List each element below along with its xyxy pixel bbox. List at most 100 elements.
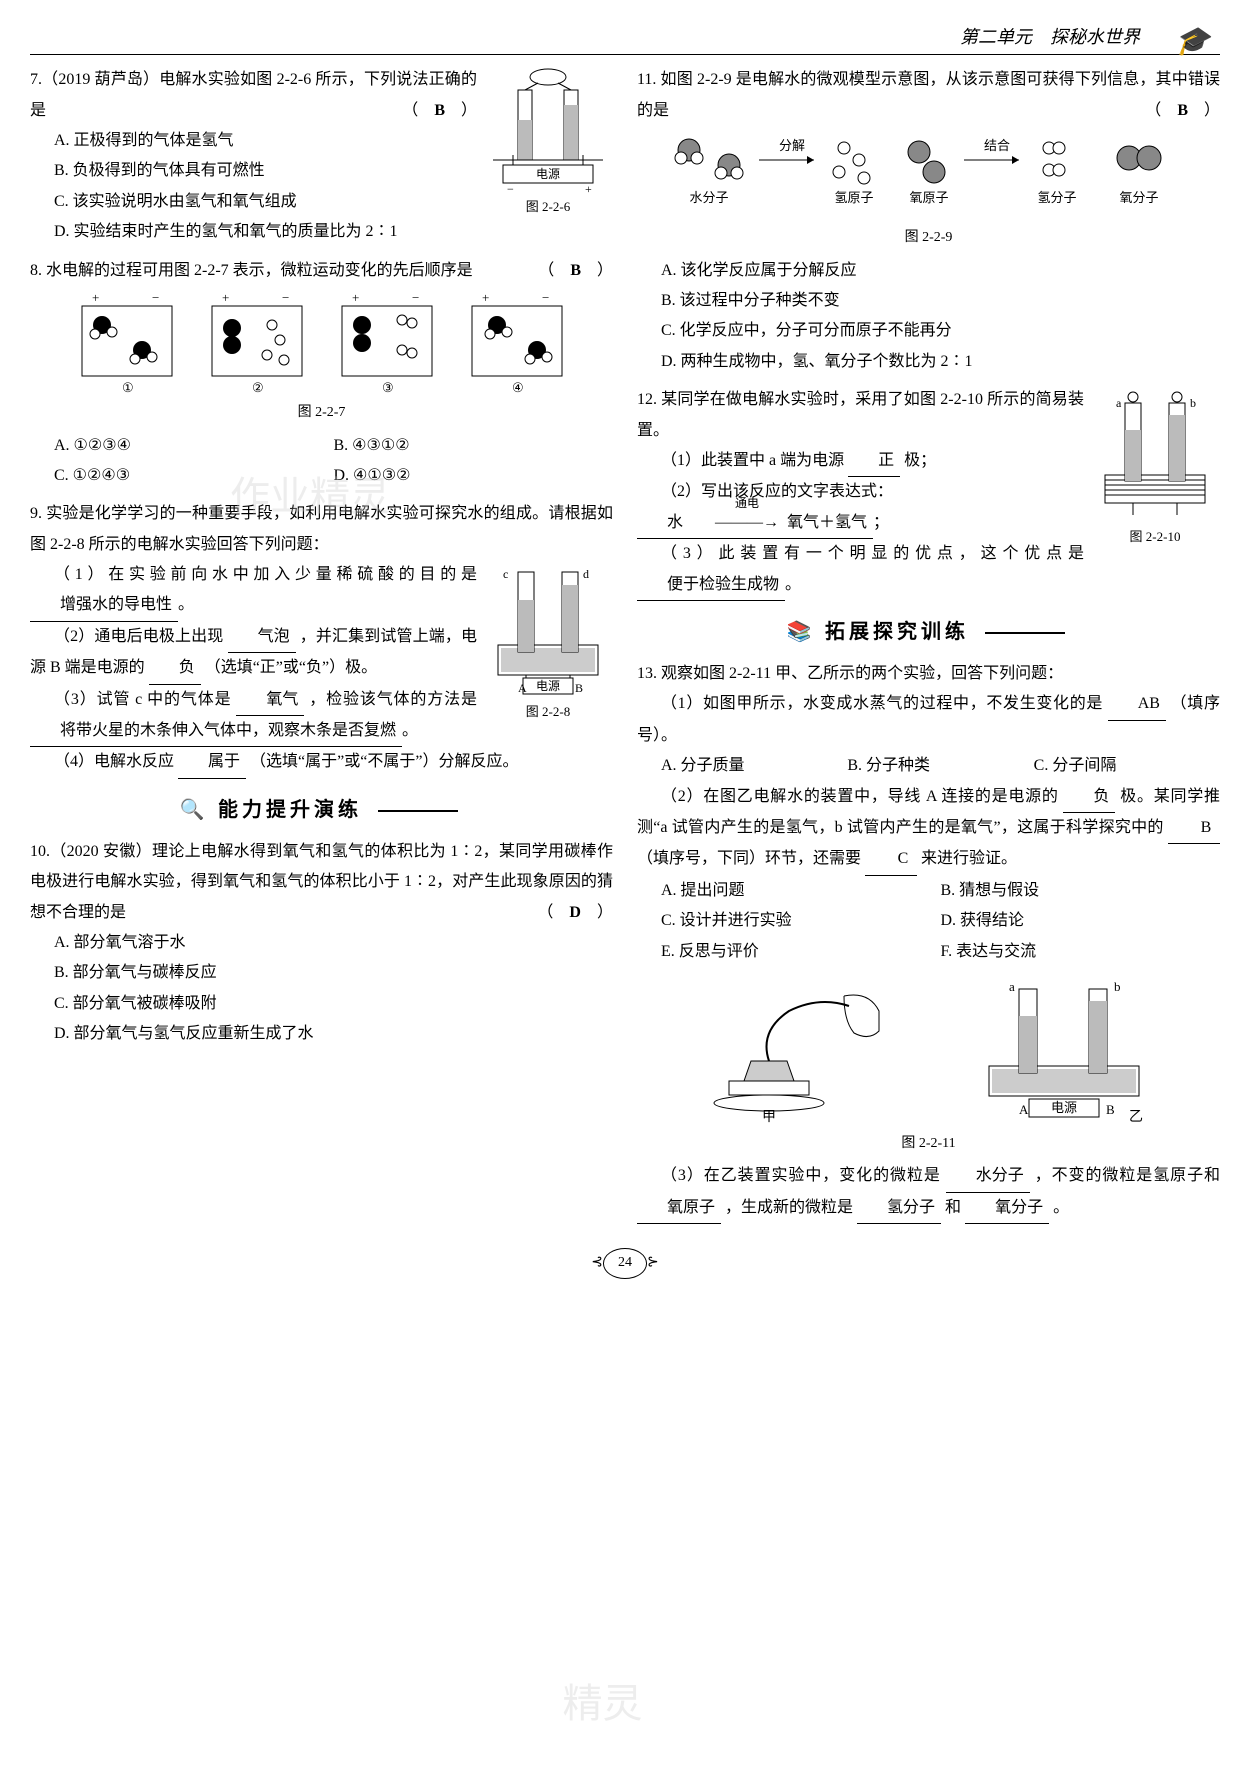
svg-text:A: A [518,681,527,695]
svg-text:氧分子: 氧分子 [1119,190,1158,205]
q10-options: A. 部分氧气溶于水 B. 部分氧气与碳棒反应 C. 部分氧气被碳棒吸附 D. … [30,928,613,1050]
q13-p1-ans: AB [1108,689,1166,720]
q9-p4b: （选填“属于”或“不属于”）分解反应。 [250,753,518,770]
figure-caption: 图 2-2-10 [1090,525,1220,550]
magnifier-icon: 🔍 [179,799,208,821]
svg-text:−: − [282,290,289,305]
q13-p3-ans2: 氧原子 [637,1193,721,1224]
svg-text:水分子: 水分子 [689,190,728,205]
svg-text:B: B [575,681,583,695]
question-13: 13. 观察如图 2-2-11 甲、乙所示的两个实验，回答下列问题： （1）如图… [637,659,1220,1224]
svg-text:乙: 乙 [1129,1109,1143,1125]
q8-opt-b: B. ④③①② [334,431,614,461]
svg-text:结合: 结合 [984,138,1010,153]
q11-options: A. 该化学反应属于分解反应 B. 该过程中分子种类不变 C. 化学反应中，分子… [637,256,1220,378]
svg-text:氢原子: 氢原子 [834,190,873,205]
page-number: ⊰24⊱ [30,1248,1220,1279]
q9-p3-ans2: 将带火星的木条伸入气体中，观察木条是否复燃 [30,716,402,747]
figure-2-2-9: 水分子 分解 氢原子 氧原子 结合 氢分子 氧分 [637,130,1220,252]
q9-p1-ans: 增强水的导电性 [30,590,178,621]
svg-text:−: − [542,290,549,305]
q10-opt-d: D. 部分氧气与氢气反应重新生成了水 [54,1019,613,1049]
right-column: 11. 如图 2-2-9 是电解水的微观模型示意图，从该示意图可获得下列信息，其… [637,65,1220,1232]
q7-opt-d: D. 实验结束时产生的氢气和氧气的质量比为 2∶1 [54,217,613,247]
q9-p4-ans: 属于 [178,747,246,778]
figure-2-2-11: 甲 ab 电源 AB 乙 [637,971,1220,1158]
svg-text:+: + [352,290,359,305]
section-explore: 📚 拓展探究训练 [637,613,1220,651]
q13-p3c: ，生成新的微粒是 [725,1199,853,1216]
q9-p3b: ，检验该气体的方法是 [309,691,477,708]
q9-p2-ans2: 负 [149,653,201,684]
books-icon: 📚 [786,621,815,643]
q11-opt-b: B. 该过程中分子种类不变 [661,286,1220,316]
svg-text:电源: 电源 [536,679,560,693]
svg-text:②: ② [252,380,264,395]
q12-p3a: （3）此装置有一个明显的优点，这个优点是 [661,545,1084,562]
q8-opt-d: D. ④①③② [334,461,614,491]
q13-p2-opt-c: C. 设计并进行实验 [661,906,941,936]
section-title-text: 拓展探究训练 [825,621,969,643]
svg-text:b: b [1114,979,1121,994]
svg-text:①: ① [122,380,134,395]
q9-p1a: （1）在实验前向水中加入少量稀硫酸的目的是 [54,566,477,583]
svg-text:A: A [1019,1102,1029,1117]
svg-text:+: + [92,290,99,305]
q9-p3a: （3）试管 c 中的气体是 [54,691,231,708]
q12-eq-r: 氧气＋氢气 [787,514,867,531]
graduation-icon: 🎓 [1175,15,1210,68]
svg-text:a: a [1009,979,1015,994]
q13-p3d: 和 [945,1199,961,1216]
question-11: 11. 如图 2-2-9 是电解水的微观模型示意图，从该示意图可获得下列信息，其… [637,65,1220,377]
page-number-value: 24 [603,1248,647,1279]
q13-p2-opt-b: B. 猜想与假设 [941,876,1221,906]
q9-p4a: （4）电解水反应 [54,753,174,770]
q13-p1-opt-c: C. 分子间隔 [1034,751,1220,781]
q11-opt-a: A. 该化学反应属于分解反应 [661,256,1220,286]
content-columns: 电源 − + 图 2-2-6 7.（2019 葫芦岛）电解水实验如图 2-2-6… [30,65,1220,1232]
left-column: 电源 − + 图 2-2-6 7.（2019 葫芦岛）电解水实验如图 2-2-6… [30,65,613,1232]
q8-options: A. ①②③④ B. ④③①② C. ①②④③ D. ④①③② [30,431,613,492]
q10-opt-c: C. 部分氧气被碳棒吸附 [54,989,613,1019]
figure-caption: 图 2-2-9 [637,225,1220,252]
fig7-label-power: 电源 [536,167,560,181]
q11-stem: 11. 如图 2-2-9 是电解水的微观模型示意图，从该示意图可获得下列信息，其… [637,71,1220,118]
figure-2-2-8: cd 电源 AB 图 2-2-8 [483,560,613,725]
question-10: 10.（2020 安徽）理论上电解水得到氧气和氢气的体积比为 1∶2，某同学用碳… [30,837,613,1050]
q9-p2c: （选填“正”或“负”）极。 [205,659,377,676]
svg-text:氢分子: 氢分子 [1037,190,1076,205]
q13-p2-options: A. 提出问题 B. 猜想与假设 C. 设计并进行实验 D. 获得结论 E. 反… [637,876,1220,967]
q8-answer: B [570,262,581,279]
svg-text:③: ③ [382,380,394,395]
q12-p1b: 极； [904,452,936,469]
q13-p2-opt-a: A. 提出问题 [661,876,941,906]
q13-stem: 13. 观察如图 2-2-11 甲、乙所示的两个实验，回答下列问题： [637,659,1220,689]
q12-p3-ans: 便于检验生成物 [637,570,785,601]
unit-title: 第二单元 探秘水世界 [960,27,1140,47]
page-header: 第二单元 探秘水世界 🎓 [30,20,1220,55]
q13-p3b: ，不变的微粒是氢原子和 [1035,1167,1220,1184]
svg-text:−: − [152,290,159,305]
q13-p1-opt-b: B. 分子种类 [847,751,1033,781]
q13-p2-opt-f: F. 表达与交流 [941,937,1221,967]
q8-stem: 8. 水电解的过程可用图 2-2-7 表示，微粒运动变化的先后顺序是 [30,262,473,279]
q13-p2a: （2）在图乙电解水的装置中，导线 A 连接的是电源的 [661,788,1059,805]
figure-caption: 图 2-2-6 [483,195,613,220]
q10-stem: 10.（2020 安徽）理论上电解水得到氧气和氢气的体积比为 1∶2，某同学用碳… [30,843,613,921]
q13-p2-opt-d: D. 获得结论 [941,906,1221,936]
q13-p2-opt-e: E. 反思与评价 [661,937,941,967]
q13-p3e: 。 [1053,1199,1069,1216]
q13-p3-ans3: 氢分子 [857,1193,941,1224]
section-ability: 🔍 能力提升演练 [30,791,613,829]
q7-answer: B [434,102,445,119]
q13-p2c: （填序号，下同）环节，还需要 [637,850,861,867]
q11-answer: B [1177,102,1188,119]
q13-p3-ans4: 氧分子 [965,1193,1049,1224]
q13-p2d: 来进行验证。 [921,850,1017,867]
svg-text:电源: 电源 [1050,1100,1076,1115]
svg-text:分解: 分解 [779,138,805,153]
svg-text:c: c [503,567,508,581]
q13-p2-ans1: 负 [1063,782,1115,813]
section-title-text: 能力提升演练 [218,799,362,821]
svg-text:+: + [482,290,489,305]
